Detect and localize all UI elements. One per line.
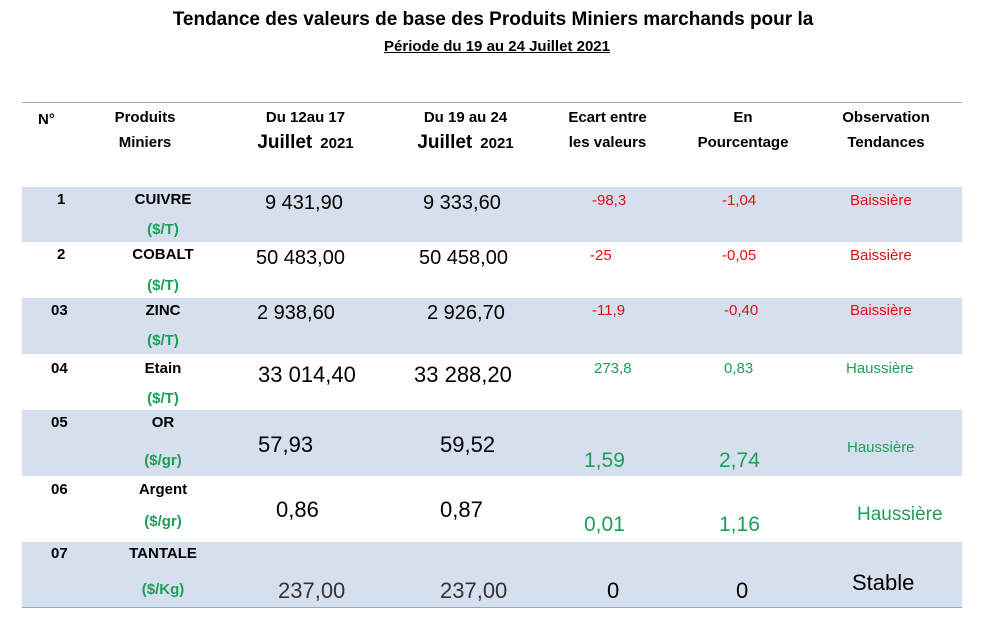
- trend-label: Baissière: [850, 192, 912, 209]
- trend-label: Haussière: [846, 360, 914, 377]
- product-name: COBALT: [132, 246, 194, 263]
- header-product-line1: Produits: [114, 109, 176, 126]
- value-period2: 2 926,70: [427, 302, 505, 324]
- value-percent: 1,16: [719, 513, 760, 536]
- value-period1: 237,00: [278, 578, 346, 603]
- trend-label: Haussière: [847, 439, 915, 456]
- header-period2-line1: Du 19 au 24: [423, 109, 508, 126]
- header-period1-line1: Du 12au 17: [265, 109, 346, 126]
- value-percent: 0,83: [724, 360, 754, 377]
- header-observation-line1: Observation: [842, 109, 930, 126]
- product-name: CUIVRE: [134, 191, 192, 208]
- product-name: TANTALE: [129, 545, 197, 562]
- header-gap: Ecart entre les valeurs: [550, 105, 665, 155]
- value-period1: 9 431,90: [265, 192, 343, 214]
- value-gap: -25: [590, 247, 612, 264]
- product-unit: ($/Kg): [141, 581, 185, 598]
- value-period1: 50 483,00: [256, 247, 345, 269]
- product-unit: ($/T): [147, 277, 179, 294]
- header-period1-month: Juillet: [257, 132, 313, 153]
- header-observation: Observation Tendances: [825, 105, 947, 155]
- header-period1-year: 2021: [320, 135, 354, 152]
- document-subtitle: Période du 19 au 24 Juillet 2021: [0, 38, 986, 55]
- product-unit: ($/T): [147, 332, 179, 349]
- value-period1: 2 938,60: [257, 302, 335, 324]
- value-period2: 50 458,00: [419, 247, 508, 269]
- row-num: 1: [57, 191, 66, 208]
- value-percent: -0,40: [724, 302, 759, 319]
- table-bottom-rule: [22, 607, 962, 608]
- header-product: Produits Miniers: [100, 105, 190, 155]
- product-unit: ($/T): [147, 221, 179, 238]
- header-period2-year: 2021: [480, 135, 514, 152]
- header-percent-line2: Pourcentage: [697, 134, 789, 151]
- header-product-line2: Miniers: [118, 134, 172, 151]
- value-period1: 0,86: [276, 497, 319, 522]
- product-unit: ($/gr): [144, 452, 182, 469]
- trend-label: Baissière: [850, 302, 912, 319]
- product-name: Etain: [144, 360, 182, 377]
- row-num: 04: [51, 360, 68, 377]
- value-gap: 1,59: [584, 449, 625, 472]
- trend-label: Stable: [852, 570, 915, 595]
- value-percent: -0,05: [722, 247, 757, 264]
- row-num: 07: [51, 545, 68, 562]
- value-gap: -11,9: [592, 302, 626, 319]
- header-percent-line1: En: [733, 109, 753, 126]
- header-period2: Du 19 au 24 Juillet 2021: [398, 105, 533, 156]
- header-observation-line2: Tendances: [847, 134, 925, 151]
- value-gap: 273,8: [594, 360, 632, 377]
- table-row: [22, 298, 962, 354]
- table-top-rule: [22, 102, 962, 103]
- product-name: OR: [151, 414, 175, 431]
- header-period1: Du 12au 17 Juillet 2021: [238, 105, 373, 156]
- row-num: 2: [57, 246, 66, 263]
- product-unit: ($/gr): [144, 513, 182, 530]
- table-row: [22, 542, 962, 607]
- row-num: 05: [51, 414, 68, 431]
- table-row: [22, 187, 962, 242]
- document-title: Tendance des valeurs de base des Produit…: [172, 9, 814, 30]
- value-period1: 57,93: [258, 432, 314, 457]
- header-num: N°: [38, 111, 55, 128]
- value-percent: 0: [736, 578, 749, 603]
- value-period2: 0,87: [440, 497, 483, 522]
- value-gap: 0: [607, 578, 620, 603]
- value-period2: 33 288,20: [414, 362, 512, 387]
- row-num: 06: [51, 481, 68, 498]
- value-percent: -1,04: [722, 192, 757, 209]
- trend-label: Baissière: [850, 247, 912, 264]
- header-percent: En Pourcentage: [683, 105, 803, 155]
- table-row: [22, 410, 962, 476]
- period-subtitle: Période du 19 au 24 Juillet 2021: [384, 38, 610, 55]
- value-period1: 33 014,40: [258, 362, 356, 387]
- product-name: ZINC: [145, 302, 181, 319]
- header-gap-line2: les valeurs: [568, 134, 647, 151]
- value-gap: -98,3: [592, 192, 627, 209]
- value-period2: 59,52: [440, 432, 496, 457]
- value-percent: 2,74: [719, 449, 760, 472]
- value-gap: 0,01: [584, 513, 625, 536]
- value-period2: 237,00: [440, 578, 508, 603]
- header-gap-line1: Ecart entre: [568, 109, 647, 126]
- product-name: Argent: [138, 481, 188, 498]
- product-unit: ($/T): [147, 390, 179, 407]
- value-period2: 9 333,60: [423, 192, 501, 214]
- trend-label: Haussière: [857, 504, 943, 525]
- header-period2-month: Juillet: [417, 132, 473, 153]
- row-num: 03: [51, 302, 68, 319]
